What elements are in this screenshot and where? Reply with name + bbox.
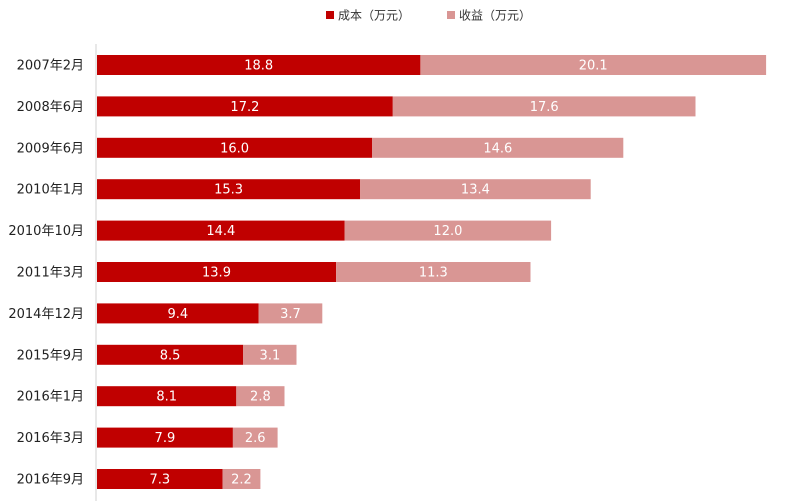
cost-data-label: 9.4 [167, 307, 188, 322]
bars: 18.8 20.1 17.2 17.6 16.0 14.6 15.3 13.4 14.4 12.0… [97, 55, 767, 489]
cost-bar [97, 179, 361, 200]
revenue-data-label: 2.6 [245, 431, 266, 446]
category-tick-label: 2015年9月 [17, 348, 84, 363]
category-tick-label: 2016年9月 [17, 473, 84, 488]
category-tick-label: 2014年12月 [8, 307, 84, 322]
cost-data-label: 8.5 [160, 348, 181, 363]
revenue-data-label: 11.3 [419, 266, 448, 281]
category-tick-labels: 2007年2月 2008年6月 2009年6月 2010年1月 2010年10月 2011… [8, 59, 84, 488]
revenue-data-label: 2.2 [231, 473, 252, 488]
legend-label: 收益（万元） [459, 9, 531, 23]
revenue-bar [243, 344, 297, 365]
category-tick-label: 2016年3月 [17, 431, 84, 446]
legend-label: 成本（万元） [338, 9, 410, 23]
legend-swatch [447, 11, 455, 19]
cost-data-label: 13.9 [202, 266, 231, 281]
cost-data-label: 8.1 [156, 390, 177, 405]
revenue-data-label: 12.0 [433, 224, 462, 239]
revenue-bar [344, 220, 552, 241]
cost-bar [97, 427, 233, 448]
cost-data-label: 14.4 [206, 224, 235, 239]
category-tick-label: 2010年1月 [17, 183, 84, 198]
revenue-data-label: 3.1 [260, 348, 281, 363]
cost-data-label: 16.0 [220, 141, 249, 156]
category-tick-label: 2008年6月 [17, 100, 84, 115]
category-tick-label: 2011年3月 [17, 266, 84, 281]
revenue-bar [236, 386, 285, 407]
cost-bar [97, 96, 393, 117]
legend-swatch [326, 11, 334, 19]
revenue-bar [232, 427, 278, 448]
cost-bar [97, 262, 337, 282]
revenue-bar [420, 55, 767, 75]
revenue-bar [392, 96, 696, 117]
revenue-data-label: 17.6 [530, 100, 559, 115]
cost-bar [97, 386, 237, 407]
cost-bar [97, 137, 373, 158]
revenue-bar [258, 303, 323, 324]
legend: 成本（万元） 收益（万元） [326, 9, 531, 23]
category-tick-label: 2009年6月 [17, 141, 84, 156]
category-tick-label: 2016年1月 [17, 390, 84, 405]
revenue-data-label: 2.8 [250, 390, 271, 405]
revenue-data-label: 20.1 [579, 59, 608, 74]
category-tick-label: 2010年10月 [8, 224, 84, 239]
cost-data-label: 17.2 [230, 100, 259, 115]
cost-bar [97, 344, 244, 365]
revenue-bar [372, 137, 624, 158]
cost-bar [97, 469, 223, 489]
revenue-data-label: 14.6 [483, 141, 512, 156]
cost-data-label: 7.9 [155, 431, 176, 446]
revenue-data-label: 13.4 [461, 183, 490, 198]
cost-data-label: 7.3 [149, 473, 170, 488]
category-tick-label: 2007年2月 [17, 59, 84, 74]
cost-data-label: 18.8 [244, 59, 273, 74]
revenue-bar [360, 179, 591, 200]
revenue-bar [336, 262, 531, 282]
cost-bar [97, 220, 345, 241]
cost-data-label: 15.3 [214, 183, 243, 198]
cost-bar [97, 303, 259, 324]
cost-bar [97, 55, 421, 75]
revenue-data-label: 3.7 [280, 307, 301, 322]
revenue-bar [222, 469, 261, 489]
